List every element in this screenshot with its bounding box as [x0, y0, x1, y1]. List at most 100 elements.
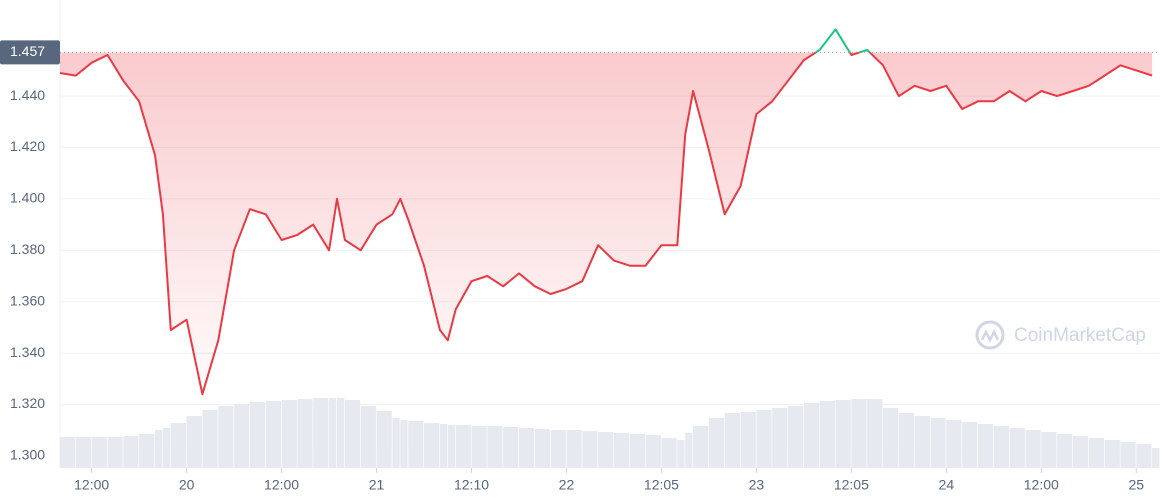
volume-bar	[550, 430, 566, 468]
volume-bar	[1025, 430, 1041, 468]
volume-bar	[661, 438, 677, 468]
volume-bar	[993, 426, 1010, 468]
volume-bar	[186, 416, 202, 468]
volume-bar	[75, 437, 92, 468]
volume-bar	[107, 437, 123, 468]
volume-bar	[629, 434, 646, 468]
volume-bar	[835, 400, 851, 468]
y-tick-label: 1.440	[10, 87, 45, 103]
volume-bar	[740, 412, 756, 468]
volume-bar	[60, 437, 76, 468]
x-tick-label: 22	[559, 477, 575, 493]
volume-bar	[582, 431, 598, 468]
volume-bar	[898, 413, 915, 468]
volume-bar	[851, 399, 867, 468]
x-tick-label: 25	[1128, 477, 1144, 493]
volume-bar	[162, 428, 171, 468]
volume-bar	[1041, 432, 1057, 468]
volume-bar	[613, 433, 630, 468]
volume-bar	[708, 418, 725, 468]
volume-bar	[249, 402, 266, 468]
volume-bar	[867, 399, 883, 468]
volume-bar	[376, 411, 392, 468]
x-tick-label: 12:00	[1024, 477, 1059, 493]
reference-label-bg	[0, 40, 60, 65]
volume-bar	[471, 426, 487, 468]
x-tick-label: 20	[179, 477, 195, 493]
volume	[60, 398, 1160, 468]
watermark-text: CoinMarketCap	[1014, 325, 1146, 346]
volume-bar	[487, 426, 503, 468]
x-tick-label: 24	[939, 477, 955, 493]
volume-bar	[1009, 428, 1025, 468]
volume-bar	[344, 400, 361, 468]
volume-bar	[1104, 440, 1120, 468]
volume-bar	[803, 403, 820, 468]
volume-bar	[281, 400, 297, 468]
volume-bar	[265, 401, 281, 468]
volume-bar	[977, 424, 994, 468]
x-tick-label: 23	[749, 477, 765, 493]
volume-bar	[518, 428, 535, 468]
x-tick-label: 12:00	[264, 477, 299, 493]
volume-bar	[447, 425, 456, 468]
x-tick-label: 12:05	[644, 477, 679, 493]
volume-bar	[170, 423, 187, 468]
x-tick-label: 21	[369, 477, 385, 493]
volume-bar	[503, 427, 519, 468]
volume-bar	[1152, 448, 1160, 468]
volume-bar	[154, 430, 163, 468]
price-line	[59, 52, 1153, 396]
y-tick-label: 1.300	[10, 447, 45, 463]
volume-bar	[598, 432, 614, 468]
volume-bar	[1088, 438, 1105, 468]
volume-bar	[329, 398, 337, 468]
volume-bar	[91, 437, 107, 468]
volume-bar	[139, 434, 155, 468]
volume-bar	[685, 433, 693, 468]
volume-bar	[297, 399, 313, 468]
volume-bar	[1120, 442, 1136, 468]
volume-bar	[455, 425, 471, 468]
x-tick-label: 12:00	[74, 477, 109, 493]
volume-bar	[123, 436, 139, 468]
volume-bar	[218, 406, 234, 468]
volume-bar	[400, 420, 408, 468]
area-fill	[60, 52, 1153, 395]
volume-bar	[883, 408, 899, 468]
volume-bar	[756, 410, 772, 468]
y-tick-label: 1.340	[10, 344, 45, 360]
volume-bar	[677, 440, 685, 468]
x-tick-label: 12:05	[834, 477, 869, 493]
volume-bar	[914, 416, 930, 468]
volume-bar	[645, 435, 661, 468]
volume-bar	[1057, 434, 1073, 468]
volume-bar	[1136, 444, 1152, 468]
y-tick-label: 1.400	[10, 190, 45, 206]
volume-bar	[313, 398, 329, 468]
volume-bar	[693, 426, 709, 468]
reference-label: 1.457	[10, 43, 45, 59]
volume-bar	[962, 422, 978, 468]
volume-bar	[439, 424, 448, 468]
volume-bar	[819, 401, 835, 468]
volume-bar	[424, 423, 440, 468]
volume-bar	[360, 406, 376, 468]
watermark: CoinMarketCap	[975, 320, 1146, 350]
volume-bar	[788, 406, 804, 468]
volume-bar	[772, 408, 788, 468]
x-tick-label: 12:10	[454, 477, 489, 493]
volume-bar	[336, 398, 345, 468]
volume-bar	[1072, 436, 1089, 468]
y-tick-label: 1.420	[10, 138, 45, 154]
y-tick-label: 1.380	[10, 241, 45, 257]
volume-bar	[566, 430, 582, 468]
volume-bar	[202, 410, 218, 468]
volume-bar	[930, 418, 946, 468]
volume-bar	[408, 421, 424, 468]
volume-bar	[234, 404, 250, 468]
y-tick-label: 1.320	[10, 395, 45, 411]
volume-bar	[534, 429, 551, 468]
